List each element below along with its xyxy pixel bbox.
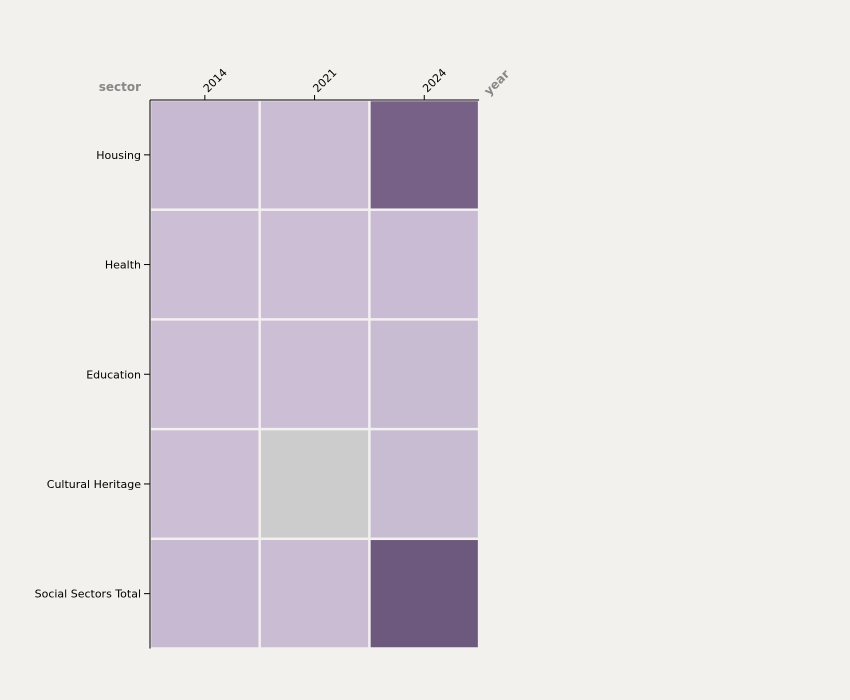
heatmap-cell: [259, 428, 370, 540]
heatmap-cell: [149, 428, 260, 540]
heatmap-cell: [259, 99, 370, 210]
heatmap-cell: [149, 538, 260, 649]
heatmap-cell: [369, 538, 480, 649]
heatmap-cell: [149, 209, 260, 320]
y-tick-label: Cultural Heritage: [47, 478, 141, 491]
heatmap-cell: [149, 319, 260, 430]
heatmap-cell: [149, 99, 260, 210]
x-axis-title: year: [481, 67, 512, 98]
heatmap-cell: [369, 99, 480, 210]
x-axis: 2014 2021 2024: [150, 66, 480, 101]
heatmap-cell: [369, 209, 480, 320]
heatmap-cell: [259, 209, 370, 320]
heatmap-cells: [149, 99, 480, 649]
y-tick-label: Health: [105, 259, 141, 272]
heatmap-cell: [259, 538, 370, 649]
heatmap-cell: [369, 319, 480, 430]
y-tick-label: Education: [86, 368, 141, 381]
y-tick-label: Housing: [96, 149, 141, 162]
x-tick-label: 2014: [201, 66, 230, 95]
y-tick-label: Social Sectors Total: [35, 588, 141, 601]
y-axis-title: sector: [99, 80, 141, 94]
x-tick-label: 2021: [310, 66, 339, 95]
heatmap-cell: [369, 428, 480, 540]
y-axis: Housing Health Education Cultural Heritage S…: [35, 100, 151, 649]
heatmap-cell: [259, 319, 370, 430]
x-tick-label: 2024: [420, 66, 449, 95]
